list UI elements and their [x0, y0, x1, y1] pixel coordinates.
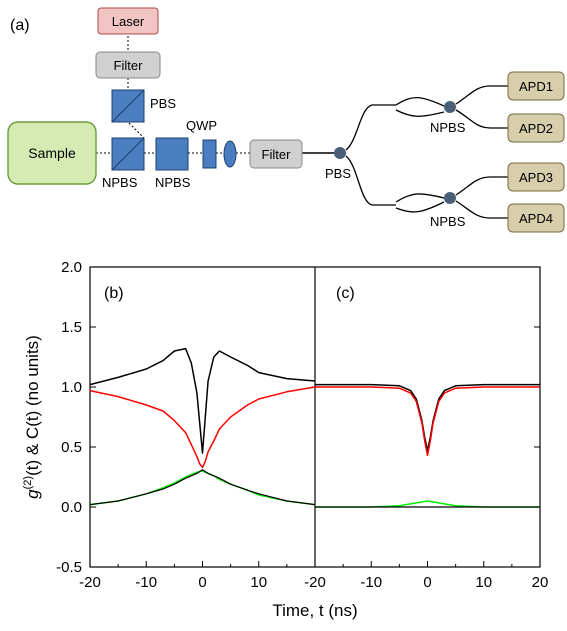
x-tick-label: -10	[135, 574, 157, 591]
series-line-c-2	[315, 500, 540, 508]
npbs-lower-node	[444, 192, 456, 204]
x-tick-label: -20	[304, 574, 326, 591]
fiber-upper	[345, 104, 396, 151]
x-tick-label: -10	[360, 574, 382, 591]
setup-diagram: (a) Laser Filter PBS Sample NPBS NPBS QW…	[7, 7, 565, 233]
filter-top-box	[95, 51, 161, 79]
apd2-label: APD2	[519, 121, 553, 136]
pbs-beam	[111, 105, 145, 139]
panel-label-a: (a)	[10, 17, 30, 34]
npbs-upper-coupler	[395, 96, 445, 117]
npbs-upper-label: NPBS	[430, 120, 466, 135]
y-tick-label: 1.5	[61, 319, 82, 336]
panel-label-b: (b)	[104, 285, 124, 302]
sample-box	[7, 121, 97, 185]
x-tick-label: 20	[532, 574, 549, 591]
npbs-lower-label: NPBS	[430, 214, 466, 229]
series-line-b-3	[89, 469, 316, 506]
y-tick-label: 1.0	[61, 379, 82, 396]
apd1-label: APD1	[519, 79, 553, 94]
apd4-label: APD4	[519, 211, 553, 226]
x-axis-label: Time, t (ns)	[272, 601, 357, 620]
y-tick-label: 0.0	[61, 499, 82, 516]
fiber-lower	[345, 155, 396, 206]
axis-ticks: -0.5 0.0 0.5 1.0 1.5 2.0 -20 -10 0 10 -20 -10 0 10 20	[56, 259, 548, 591]
pbs-split-node	[334, 147, 346, 159]
apd3-box	[507, 162, 565, 192]
y-tick-label: 2.0	[61, 259, 82, 276]
series-line-b-0	[89, 347, 316, 454]
fiber-apd1	[455, 85, 508, 105]
apd3-label: APD3	[519, 170, 553, 185]
fiber-apd2	[455, 109, 508, 129]
apd1-box	[507, 71, 565, 101]
x-tick-label: 10	[250, 574, 267, 591]
chart: (b) (c) g(2)(t) & C(t) (no units) Time, …	[22, 259, 548, 620]
pbs-diagonal	[111, 89, 145, 123]
lens-icon	[223, 140, 237, 168]
qwp-label: QWP	[186, 118, 217, 133]
npbs-lower-coupler	[395, 193, 445, 213]
panel-c-plot	[315, 383, 540, 508]
npbs1-diagonal	[111, 137, 145, 171]
x-tick-label: 10	[475, 574, 492, 591]
laser-label: Laser	[112, 14, 145, 29]
laser-box	[97, 7, 159, 35]
series-line-b-1	[89, 386, 316, 469]
apd4-box	[507, 203, 565, 233]
pbs-split-label: PBS	[325, 166, 351, 181]
npbs1-label: NPBS	[102, 175, 138, 190]
y-tick-label: -0.5	[56, 559, 82, 576]
qwp-plate	[202, 139, 217, 169]
filter-top-label: Filter	[114, 58, 144, 73]
npbs2-cube	[155, 137, 189, 171]
x-tick-label: -20	[79, 574, 101, 591]
x-tick-label: 0	[198, 574, 206, 591]
filter-mid-box	[249, 139, 303, 169]
panel-b-plot	[89, 347, 316, 506]
filter-mid-label: Filter	[262, 147, 292, 162]
npbs-upper-node	[444, 101, 456, 113]
series-line-c-1	[315, 386, 540, 457]
x-tick-label: 0	[423, 574, 431, 591]
sample-label: Sample	[28, 145, 76, 161]
panel-label-c: (c)	[336, 285, 355, 302]
y-tick-label: 0.5	[61, 439, 82, 456]
apd2-box	[507, 113, 565, 143]
npbs2-label: NPBS	[155, 175, 191, 190]
pbs-top-label: PBS	[150, 96, 176, 111]
fiber-apd3	[455, 176, 508, 196]
fiber-apd4	[455, 200, 508, 219]
series-line-c-0	[315, 383, 540, 452]
y-axis-label: g(2)(t) & C(t) (no units)	[22, 335, 42, 499]
